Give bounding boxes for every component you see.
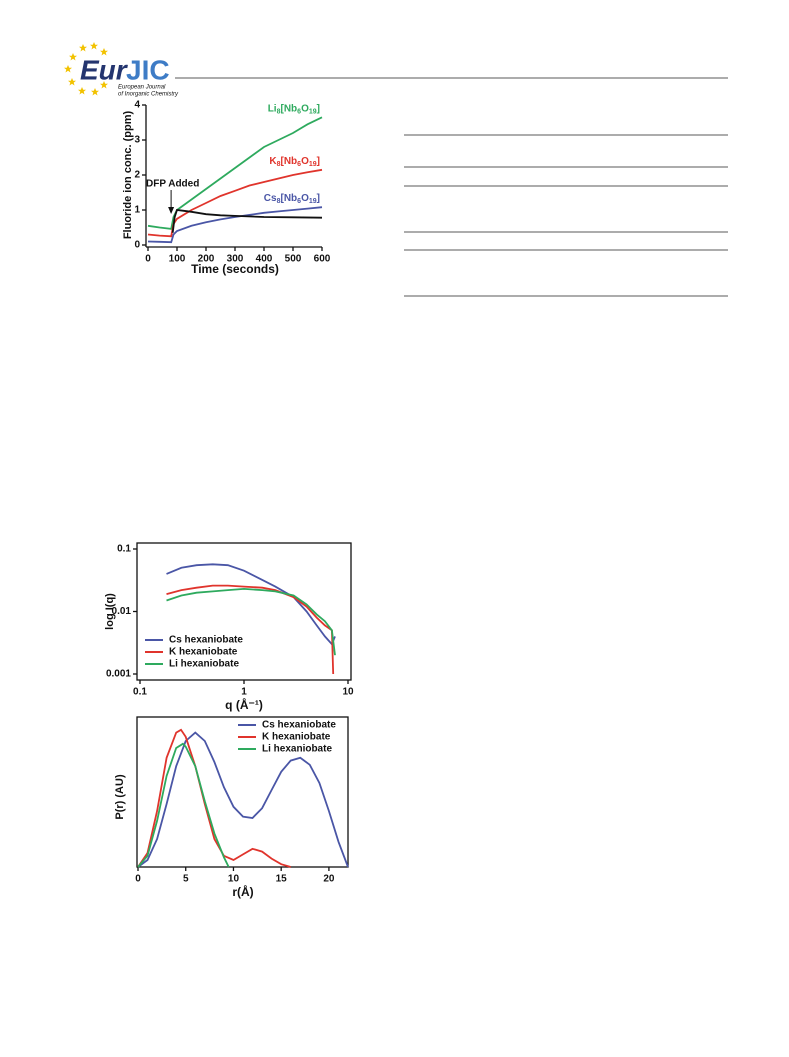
x-axis-label: r(Å) [232, 884, 253, 899]
legend-label: Li hexaniobate [169, 659, 239, 670]
annotation-arrowhead [168, 207, 175, 214]
series-label: Cs8[Nb6O19] [264, 193, 320, 205]
figure: 0.1 1 10 0.001 0.01 0.1 q (Å⁻¹) log I(q) Cs hexa… [104, 542, 354, 712]
x-tick-label: 5 [183, 874, 189, 885]
series-label: Li8[Nb6O19] [268, 103, 320, 115]
legend-label: Cs hexaniobate [169, 635, 243, 646]
figure: 0 100 200 300 400 500 600 0 1 2 3 4 Time (seconds) Fl… [122, 100, 331, 277]
logo-main: Eur [80, 54, 129, 85]
journal-name: European Journal [118, 85, 166, 91]
y-tick-label: 2 [134, 170, 140, 181]
x-axis-label: Time (seconds) [191, 262, 279, 276]
logo-accent: JIC [126, 54, 170, 85]
legend-label: Li hexaniobate [262, 744, 332, 755]
x-tick-label: 1 [241, 687, 247, 698]
data-line [137, 742, 230, 868]
y-tick-label: 3 [134, 135, 140, 146]
journal-name: of Inorganic Chemistry [118, 92, 179, 98]
x-tick-label: 20 [323, 874, 335, 885]
series-label: K8[Nb6O19] [269, 155, 320, 167]
legend-label: K hexaniobate [262, 732, 331, 743]
x-tick-label: 0 [145, 254, 151, 265]
x-tick-label: 400 [256, 254, 273, 265]
legend-label: K hexaniobate [169, 647, 238, 658]
data-line [137, 728, 291, 868]
x-tick-label: 0 [135, 874, 141, 885]
y-tick-label: 1 [134, 205, 140, 216]
y-axis-label: Fluoride ion conc. (ppm) [122, 111, 134, 240]
y-tick-label: 4 [134, 100, 140, 111]
x-tick-label: 500 [285, 254, 302, 265]
y-tick-label: 0.01 [112, 606, 132, 617]
data-line [147, 206, 323, 244]
data-line [166, 584, 335, 675]
x-tick-label: 10 [342, 687, 354, 698]
x-tick-label: 300 [227, 254, 244, 265]
data-line [147, 116, 323, 230]
x-tick-label: 600 [314, 254, 331, 265]
x-tick-label: 200 [198, 254, 215, 265]
x-axis-label: q (Å⁻¹) [225, 697, 263, 712]
y-axis-label: log I(q) [104, 593, 116, 630]
plot-frame [136, 716, 349, 868]
data-line [171, 209, 323, 233]
y-axis-label: P(r) (AU) [114, 774, 126, 820]
y-tick-label: 0.1 [117, 544, 131, 555]
y-tick-label: 0 [134, 240, 140, 251]
data-line [166, 587, 336, 656]
data-line [137, 731, 349, 868]
x-tick-label: 100 [169, 254, 186, 265]
legend-label: Cs hexaniobate [262, 720, 336, 731]
data-line [166, 563, 336, 646]
x-tick-label: 10 [228, 874, 240, 885]
annotation: DFP Added [146, 179, 199, 190]
table-rules [404, 134, 728, 297]
x-tick-label: 15 [276, 874, 288, 885]
y-tick-label: 0.001 [106, 669, 131, 680]
x-tick-label: 0.1 [133, 687, 147, 698]
